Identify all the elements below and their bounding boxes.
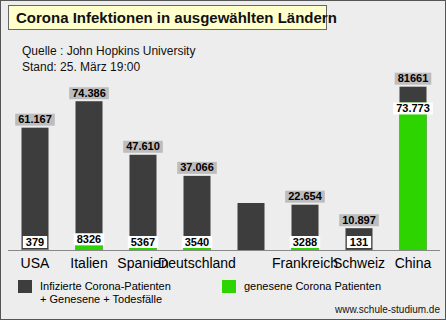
category-label: China	[395, 255, 432, 271]
total-label-box	[177, 162, 217, 174]
total-bar	[238, 203, 265, 250]
recovered-label-box	[393, 102, 433, 114]
legend-line: genesene Corona Patienten	[244, 280, 381, 292]
recovered-label: 131	[347, 236, 371, 249]
baseline	[8, 250, 440, 251]
recovered-label-text: 3540	[185, 236, 209, 248]
recovered-label-box	[347, 236, 371, 248]
category-label: Italien	[70, 255, 107, 271]
total-label: 47.610	[123, 140, 163, 153]
total-label-box	[339, 214, 379, 226]
total-label-box	[123, 141, 163, 153]
total-bar	[292, 205, 319, 250]
legend-item: genesene Corona Patienten	[222, 280, 381, 293]
total-label-box	[285, 191, 325, 203]
recovered-label-text: 379	[26, 236, 44, 248]
total-label: 10.897	[339, 214, 379, 227]
total-label: 61.167	[15, 113, 55, 126]
total-bar	[346, 228, 373, 250]
recovered-label: 5367	[128, 236, 158, 249]
legend-line: + Genesene + Todesfälle	[40, 293, 162, 305]
title: Corona Infektionen in ausgewählten Lände…	[16, 9, 337, 26]
total-label-text: 10.897	[342, 214, 376, 226]
total-label: 81661	[395, 72, 432, 85]
chart: Corona Infektionen in ausgewählten Lände…	[0, 0, 446, 320]
footer: www.schule-studium.de	[334, 304, 440, 315]
recovered-bar	[76, 233, 103, 250]
recovered-label: 3288	[290, 236, 320, 249]
category-label: Schweiz	[333, 255, 385, 271]
total-label-text: 37.066	[180, 161, 214, 173]
total-label-text: 61.167	[18, 113, 52, 125]
total-label-text: 81661	[398, 72, 429, 84]
recovered-label: 8326	[74, 233, 104, 246]
recovered-label-box	[74, 233, 104, 245]
recovered-label: 73.773	[393, 102, 433, 115]
recovered-label: 3540	[182, 236, 212, 249]
total-label-text: 22.654	[288, 190, 323, 202]
recovered-label-text: 5367	[131, 236, 155, 248]
recovered-label-text: 3288	[293, 236, 317, 248]
legend-text: genesene Corona Patienten	[244, 280, 381, 292]
recovered-label-text: 73.773	[396, 102, 430, 114]
total-label-box	[15, 114, 55, 126]
recovered-label-text: 8326	[77, 233, 101, 245]
category-label: USA	[21, 255, 50, 271]
bars	[22, 87, 427, 250]
total-bar	[76, 101, 103, 250]
date: Stand: 25. März 19:00	[22, 60, 140, 74]
recovered-bar	[400, 102, 427, 250]
recovered-label-box	[290, 236, 320, 248]
legend-text: Infizierte Corona-Patienten+ Genesene + …	[40, 280, 171, 305]
total-bar	[22, 128, 49, 250]
total-label-text: 47.610	[126, 140, 160, 152]
total-label-text: 74.386	[72, 87, 106, 99]
source: Quelle : John Hopkins University	[22, 44, 195, 58]
legend-item: Infizierte Corona-Patienten+ Genesene + …	[18, 280, 171, 305]
total-bar	[184, 176, 211, 250]
legend-line: Infizierte Corona-Patienten	[40, 280, 171, 292]
category-label: Deutschland	[158, 255, 236, 271]
legend-swatch	[222, 280, 236, 293]
recovered-label-box	[23, 236, 47, 248]
recovered-bar	[22, 249, 49, 250]
total-label-box	[395, 73, 432, 85]
legend-swatch	[18, 280, 32, 293]
category-label: Frankreich	[272, 255, 338, 271]
recovered-label: 379	[23, 236, 47, 249]
total-label: 37.066	[177, 161, 217, 174]
recovered-label-box	[128, 236, 158, 248]
total-bar	[130, 155, 157, 250]
total-label: 74.386	[69, 87, 109, 100]
background	[1, 1, 446, 320]
recovered-label-text: 131	[350, 236, 368, 248]
recovered-bar	[346, 249, 373, 250]
recovered-label-box	[182, 236, 212, 248]
total-label-box	[69, 87, 109, 99]
total-label: 22.654	[285, 190, 325, 203]
data-labels: 61.167 74.386 47.610 37.066 22.654 10.897 8166…	[15, 72, 433, 248]
